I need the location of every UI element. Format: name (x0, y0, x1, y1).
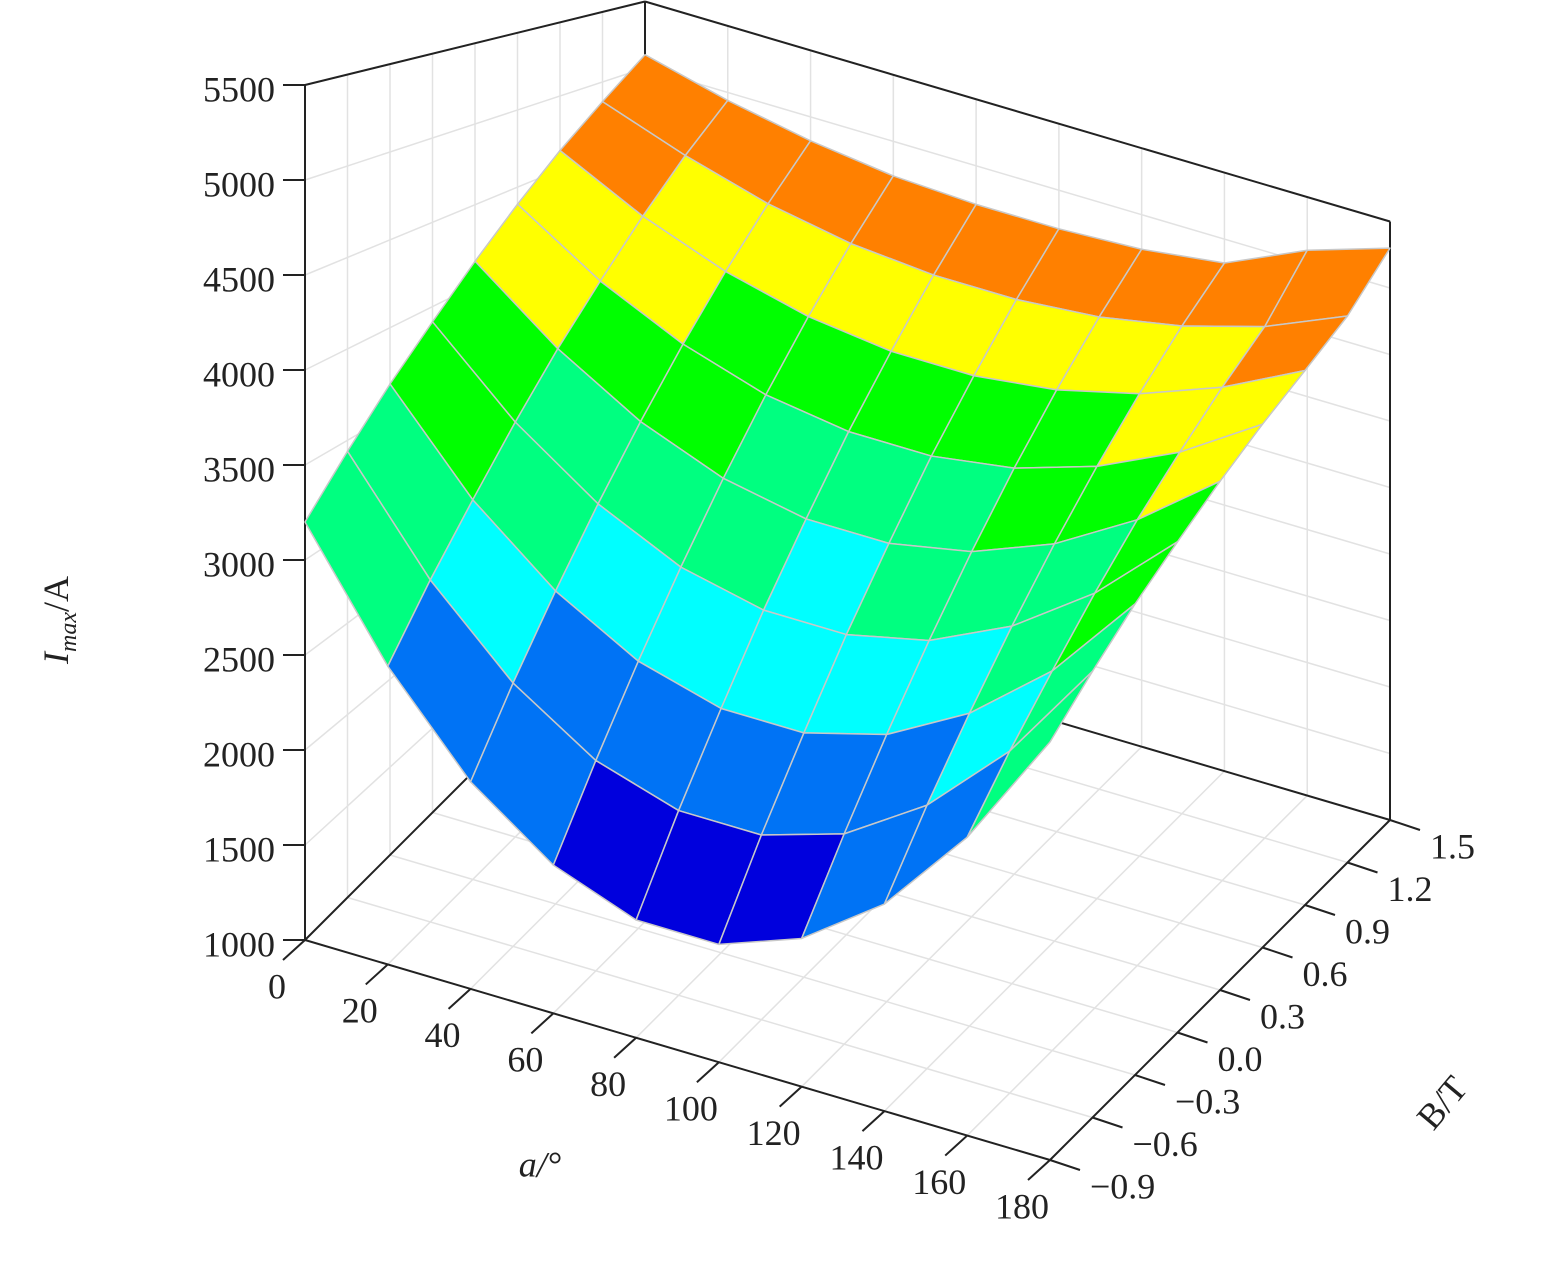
y-tick-label: 0.6 (1303, 954, 1348, 994)
z-tick-label: 1000 (203, 924, 275, 964)
y-tick (1389, 819, 1421, 831)
x-tick (778, 1085, 803, 1108)
z-axis-title: Imax/A (36, 576, 81, 665)
y-tick (1049, 1159, 1081, 1171)
x-tick-label: 80 (590, 1064, 626, 1104)
y-tick-label: 0.0 (1218, 1039, 1263, 1079)
x-tick (282, 939, 306, 961)
z-axis-symbol: I (36, 650, 76, 665)
x-tick (944, 1134, 968, 1157)
grid-line (389, 854, 1136, 1076)
x-tick (365, 963, 389, 986)
z-tick-label: 3000 (203, 544, 275, 584)
z-tick-label: 1500 (203, 829, 275, 869)
y-tick-label: 1.2 (1388, 869, 1433, 909)
grid-line (644, 67, 1391, 289)
axis-line (304, 0, 646, 86)
x-tick (861, 1110, 886, 1132)
z-tick-label: 2000 (203, 734, 275, 774)
x-tick-label: 120 (747, 1113, 801, 1153)
surface-cell (966, 670, 1094, 839)
y-tick (1347, 861, 1378, 874)
x-tick (447, 988, 472, 1010)
axis-line (304, 939, 1051, 1161)
z-tick-label: 3500 (203, 449, 275, 489)
z-tick-label: 2500 (203, 639, 275, 679)
z-tick-label: 4000 (203, 354, 275, 394)
x-tick-label: 0 (268, 966, 286, 1006)
y-tick (1304, 904, 1336, 916)
x-axis-title: a/° (519, 1144, 561, 1184)
y-tick (1134, 1074, 1166, 1086)
x-tick-label: 140 (829, 1137, 883, 1177)
y-tick (1219, 989, 1251, 1001)
y-tick (1177, 1031, 1208, 1044)
x-tick (696, 1061, 720, 1083)
y-tick (1092, 1116, 1123, 1129)
y-tick-label: −0.3 (1175, 1081, 1240, 1121)
y-tick-label: 0.9 (1345, 911, 1390, 951)
y-axis-title: B/T (1409, 1068, 1476, 1137)
z-tick-label: 5500 (203, 69, 275, 109)
grid-line (304, 67, 646, 181)
x-tick-label: 100 (664, 1088, 718, 1128)
z-tick-label: 4500 (203, 259, 275, 299)
x-tick-label: 20 (342, 991, 378, 1031)
y-tick-label: 0.3 (1260, 996, 1305, 1036)
grid-line (347, 896, 1093, 1119)
axis-line (644, 0, 1391, 223)
x-tick (1027, 1159, 1051, 1181)
x-tick-label: 160 (912, 1162, 966, 1202)
x-tick (613, 1037, 637, 1059)
z-axis-subscript: max (56, 612, 82, 652)
x-tick-label: 60 (507, 1040, 543, 1080)
y-tick-label: 1.5 (1430, 826, 1475, 866)
x-tick-label: 180 (995, 1186, 1049, 1226)
x-tick (530, 1012, 555, 1035)
y-tick-label: −0.6 (1133, 1124, 1198, 1164)
z-axis-unit: /A (36, 576, 76, 612)
x-tick-label: 40 (425, 1015, 461, 1055)
y-tick (1262, 946, 1293, 959)
y-tick-label: −0.9 (1090, 1166, 1155, 1206)
z-tick-label: 5000 (203, 164, 275, 204)
